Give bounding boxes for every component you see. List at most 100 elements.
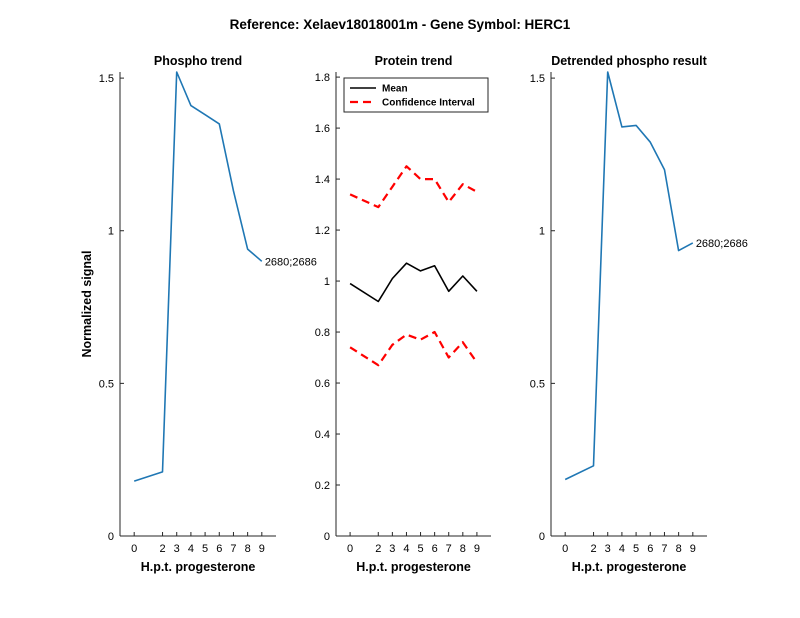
legend-label: Mean xyxy=(382,84,408,95)
data-point xyxy=(349,282,351,284)
x-tick-label: 6 xyxy=(432,543,438,555)
data-point xyxy=(433,331,435,333)
y-tick-label: 0.8 xyxy=(315,327,330,339)
y-tick-label: 1 xyxy=(324,276,330,288)
x-tick-label: 7 xyxy=(446,543,452,555)
chart-panel-2: 0 0.2 0.4 0.6 0.8 1 1.2 1.4 1.6 1.8 0 2 3 4 5 6 7 8 9 Prote… xyxy=(315,54,491,574)
x-tick-label: 2 xyxy=(590,543,596,555)
y-tick-label: 1 xyxy=(539,226,545,238)
chart-panel-3: 0 0.5 1 1.5 0 2 3 4 5 6 7 8 9 Detrended phospho resul… xyxy=(530,54,748,574)
x-tick-label: 4 xyxy=(619,543,625,555)
series-line-3 xyxy=(349,330,478,367)
y-tick-label: 0.5 xyxy=(99,378,114,390)
y-tick-label: 0 xyxy=(539,531,545,543)
data-point xyxy=(448,290,450,292)
series-line-1 xyxy=(564,71,694,481)
x-tick-label: 5 xyxy=(202,543,208,555)
x-tick-label: 5 xyxy=(417,543,423,555)
x-tick-label: 4 xyxy=(403,543,409,555)
chart-panel-1: 0 0.5 1 1.5 0 2 3 4 5 6 7 8 9 Phospho trend H.p.t. pro… xyxy=(80,54,317,574)
data-point xyxy=(677,249,679,251)
x-tick-label: 7 xyxy=(661,543,667,555)
data-point xyxy=(635,124,637,126)
y-tick-label: 1.8 xyxy=(315,72,330,84)
data-point xyxy=(261,260,263,262)
y-tick-label: 0 xyxy=(108,531,114,543)
x-tick-label: 3 xyxy=(389,543,395,555)
data-point xyxy=(564,478,566,480)
x-tick-label: 0 xyxy=(347,543,353,555)
y-tick-label: 1.5 xyxy=(99,73,114,85)
y-tick-label: 1.2 xyxy=(315,225,330,237)
data-point xyxy=(232,190,234,192)
legend-box xyxy=(343,77,489,113)
data-point xyxy=(391,344,393,346)
x-tick-label: 0 xyxy=(562,543,568,555)
data-point xyxy=(448,201,450,203)
data-point xyxy=(476,290,478,292)
data-point xyxy=(377,300,379,302)
data-point xyxy=(476,191,478,193)
data-point xyxy=(419,270,421,272)
data-point xyxy=(391,277,393,279)
series-end-label: 2680;2686 xyxy=(265,256,317,268)
data-point xyxy=(349,346,351,348)
figure-title: Reference: Xelaev18018001m - Gene Symbol… xyxy=(230,17,571,32)
x-tick-label: 3 xyxy=(174,543,180,555)
data-point xyxy=(133,480,135,482)
x-tick-label: 4 xyxy=(188,543,194,555)
y-tick-label: 0.6 xyxy=(315,378,330,390)
data-point xyxy=(246,248,248,250)
data-point xyxy=(176,71,178,73)
x-tick-label: 7 xyxy=(230,543,236,555)
data-point xyxy=(649,141,651,143)
series-end-label: 2680;2686 xyxy=(696,238,748,250)
series-line-1 xyxy=(349,262,478,303)
x-tick-label: 9 xyxy=(474,543,480,555)
series-line-2 xyxy=(349,165,478,209)
x-tick-label: 2 xyxy=(375,543,381,555)
data-point xyxy=(607,71,609,73)
data-point xyxy=(190,104,192,106)
x-tick-label: 8 xyxy=(676,543,682,555)
x-axis-label: H.p.t. progesterone xyxy=(572,560,687,574)
data-point xyxy=(476,361,478,363)
x-tick-label: 5 xyxy=(633,543,639,555)
y-tick-label: 1 xyxy=(108,226,114,238)
data-point xyxy=(433,265,435,267)
data-point xyxy=(405,333,407,335)
data-point xyxy=(419,338,421,340)
y-tick-label: 0.5 xyxy=(530,378,545,390)
data-point xyxy=(405,262,407,264)
x-tick-label: 8 xyxy=(245,543,251,555)
x-tick-label: 8 xyxy=(460,543,466,555)
x-tick-label: 0 xyxy=(131,543,137,555)
x-tick-label: 9 xyxy=(259,543,265,555)
y-tick-label: 0.4 xyxy=(315,429,330,441)
x-tick-label: 3 xyxy=(605,543,611,555)
data-point xyxy=(462,341,464,343)
x-axis-label: H.p.t. progesterone xyxy=(141,560,256,574)
data-point xyxy=(405,165,407,167)
data-point xyxy=(204,114,206,116)
x-tick-label: 6 xyxy=(216,543,222,555)
y-tick-label: 0.2 xyxy=(315,480,330,492)
legend-label: Confidence Interval xyxy=(382,98,475,109)
x-tick-label: 6 xyxy=(647,543,653,555)
chart-title: Phospho trend xyxy=(154,54,242,68)
data-point xyxy=(377,364,379,366)
y-tick-label: 0 xyxy=(324,531,330,543)
data-point xyxy=(391,186,393,188)
x-tick-label: 9 xyxy=(690,543,696,555)
data-point xyxy=(433,178,435,180)
chart-title: Protein trend xyxy=(375,54,453,68)
series-line-1 xyxy=(133,71,263,482)
data-point xyxy=(462,275,464,277)
x-tick-label: 2 xyxy=(159,543,165,555)
data-point xyxy=(377,206,379,208)
data-point xyxy=(349,193,351,195)
data-point xyxy=(663,168,665,170)
data-point xyxy=(621,126,623,128)
data-point xyxy=(448,356,450,358)
